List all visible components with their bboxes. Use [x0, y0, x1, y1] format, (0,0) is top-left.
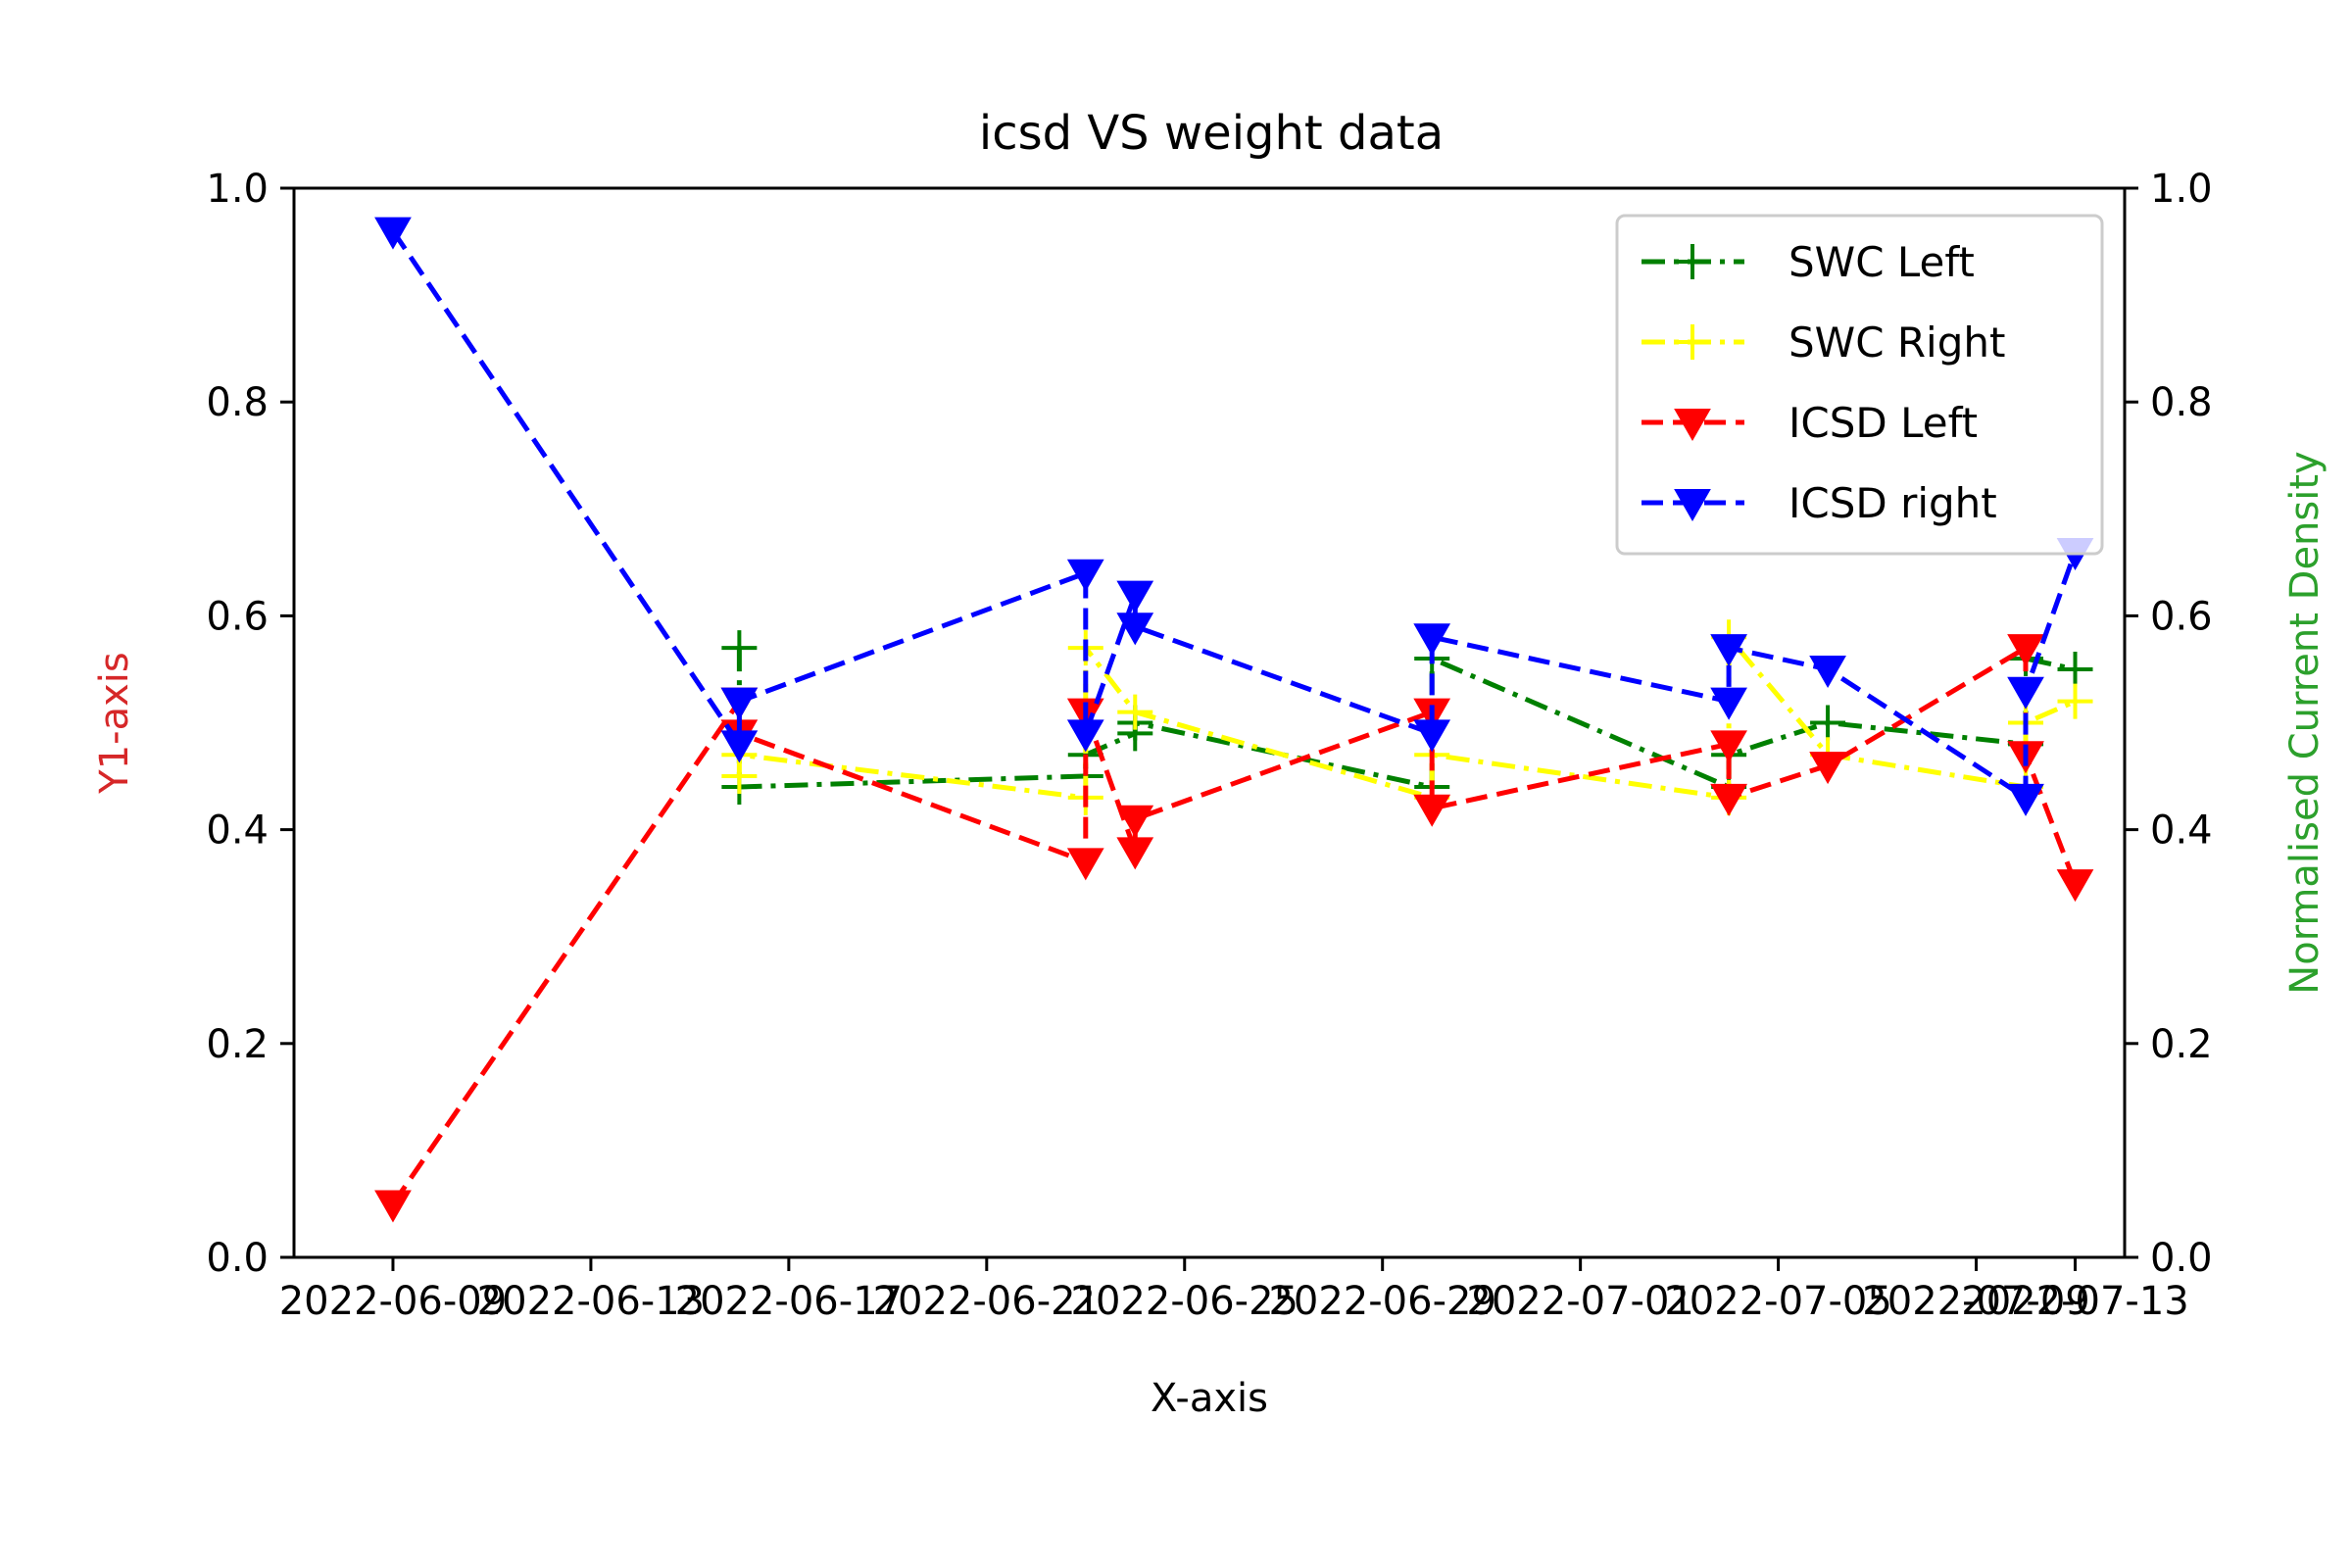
x-tick-label-0: 2022-06-09	[279, 1279, 507, 1324]
x-tick-label-9: 2022-07-13	[1961, 1279, 2188, 1324]
series-3-point-4	[1066, 719, 1104, 753]
series-0-point-0	[721, 630, 758, 666]
series-2-point-8	[1413, 794, 1451, 827]
y1-axis-label: Y1-axis	[92, 652, 137, 794]
series-1-point-12	[2057, 683, 2093, 719]
x-tick-label-5: 2022-06-29	[1268, 1279, 1495, 1324]
series-line-3	[390, 229, 2078, 801]
series-2-point-5	[1116, 837, 1154, 870]
series-3-point-13	[2007, 676, 2044, 710]
legend-marker-3	[1674, 489, 1711, 522]
y2-tick-label-3: 0.6	[2150, 594, 2213, 639]
x-tick-label-7: 2022-07-05	[1664, 1279, 1891, 1324]
series-2-point-3	[1066, 848, 1104, 881]
y1-tick-label-2: 0.4	[206, 808, 269, 854]
legend-label-1: SWC Right	[1788, 318, 2005, 367]
y1-tick-label-5: 1.0	[206, 167, 269, 212]
chart-title: icsd VS weight data	[979, 106, 1444, 161]
legend-marker-1	[1675, 324, 1710, 360]
series-2-point-12	[2007, 634, 2044, 667]
y1-tick-label-3: 0.6	[206, 594, 269, 639]
x-tick-label-1: 2022-06-13	[477, 1279, 705, 1324]
legend-label-2: ICSD Left	[1788, 399, 1978, 447]
series-3-point-0	[374, 217, 412, 250]
legend-label-3: ICSD right	[1788, 479, 1997, 527]
series-3-point-9	[1710, 687, 1747, 720]
legend-item-3: ICSD right	[1642, 479, 1997, 527]
series-2-point-14	[2056, 869, 2094, 903]
series-2-point-10	[1710, 783, 1747, 816]
series-0-point-13	[2057, 651, 2093, 687]
series-3-point-2	[720, 687, 759, 720]
y2-tick-label-1: 0.2	[2150, 1022, 2213, 1067]
y2-tick-label-4: 0.8	[2150, 380, 2213, 425]
legend-item-1: SWC Right	[1642, 318, 2005, 367]
series-3-point-8	[1413, 623, 1451, 657]
y1-tick-label-1: 0.2	[206, 1022, 269, 1067]
series-3-point-1	[720, 730, 759, 763]
legend-box	[1615, 214, 2104, 556]
x-tick-label-8: 2022-07-09	[1862, 1279, 2089, 1324]
legend-marker-0	[1675, 244, 1710, 279]
series-2-point-6	[1116, 805, 1154, 838]
y2-tick-label-2: 0.4	[2150, 808, 2213, 854]
x-tick-label-2: 2022-06-17	[675, 1279, 903, 1324]
series-2-point-11	[1809, 752, 1846, 785]
legend-label-0: SWC Left	[1788, 238, 1975, 286]
legend-item-2: ICSD Left	[1642, 399, 1978, 447]
y2-tick-label-0: 0.0	[2150, 1236, 2213, 1281]
y2-tick-label-5: 1.0	[2150, 167, 2213, 212]
y1-tick-label-0: 0.0	[206, 1236, 269, 1281]
series-3-point-6	[1116, 612, 1154, 646]
series-3-point-12	[2007, 783, 2044, 816]
x-tick-label-4: 2022-06-25	[1071, 1279, 1298, 1324]
y2-axis-label: Normalised Current Density	[2282, 451, 2328, 994]
y1-tick-label-4: 0.8	[206, 380, 269, 425]
series-1-point-4	[1117, 694, 1153, 730]
series-2-point-9	[1710, 730, 1747, 763]
series-3-point-10	[1710, 634, 1747, 667]
x-tick-label-6: 2022-07-01	[1466, 1279, 1693, 1324]
series-3-point-5	[1116, 580, 1154, 613]
series-line-2	[390, 645, 2078, 1205]
legend-item-0: SWC Left	[1642, 238, 1975, 286]
series-0-point-10	[1810, 705, 1846, 741]
x-axis-label: X-axis	[1151, 1376, 1268, 1421]
series-3-point-11	[1809, 655, 1846, 688]
legend: SWC Left SWC Right ICSD Left ICSD right	[1615, 214, 2104, 556]
series-3-point-3	[1066, 559, 1104, 592]
axis-layer: 2022-06-092022-06-132022-06-172022-06-21…	[206, 167, 2212, 1324]
series-3-point-7	[1413, 719, 1451, 753]
plot-frame	[292, 186, 2127, 1259]
x-tick-label-3: 2022-06-21	[873, 1279, 1101, 1324]
legend-marker-2	[1674, 409, 1711, 442]
series-2-point-0	[374, 1190, 412, 1223]
